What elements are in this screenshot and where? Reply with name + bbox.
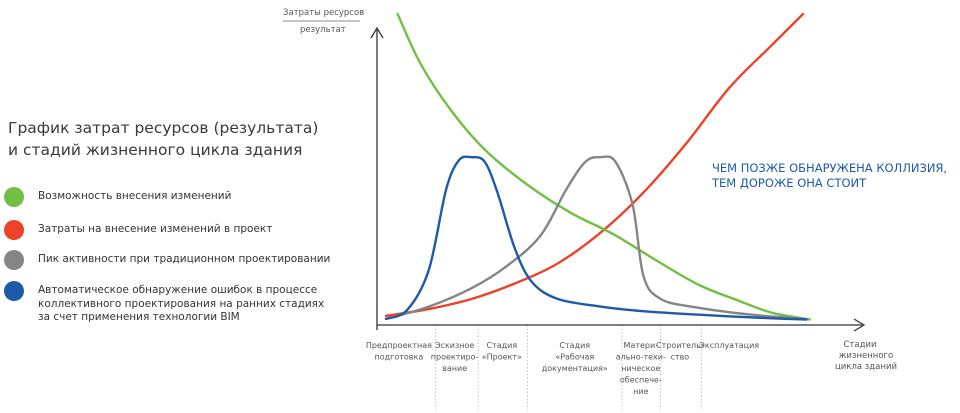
chart-title-line-2: и стадий жизненного цикла здания: [8, 141, 303, 159]
stage-label: Стадия «Проект»: [482, 341, 522, 362]
legend-item-bim-detection: Автоматическое обнаружение ошибок в проц…: [4, 281, 348, 325]
stage-label: Строитель-ство: [656, 341, 704, 362]
stage-boundaries: [434, 325, 702, 410]
legend-label-line-1: Автоматическое обнаружение ошибок в проц…: [38, 284, 318, 296]
series-line-3: [384, 155, 808, 321]
legend-item-change-possibility: Возможность внесения изменений: [4, 187, 348, 207]
stage-label: Эксплуатация: [699, 341, 759, 350]
y-axis-arrow-icon: [370, 26, 384, 39]
annotation-line-2: ТЕМ ДОРОЖЕ ОНА СТОИТ: [711, 176, 867, 190]
x-axis-label-line-1: Стадии: [843, 340, 876, 350]
axes: [283, 20, 866, 332]
series-line-0: [396, 12, 812, 321]
chart-title-line-1: График затрат ресурсов (результата): [8, 119, 319, 137]
legend-label: Затраты на внесение изменений в проект: [38, 223, 273, 235]
x-axis-label-line-2: жизненного: [839, 351, 893, 361]
stage-label: Предпроектная подготовка: [366, 341, 432, 362]
series-line-2: [384, 155, 808, 321]
legend-swatch-green: [4, 187, 24, 207]
legend-label-line-2: коллективного проектирования на ранних с…: [38, 297, 325, 310]
x-axis-arrow-icon: [853, 318, 866, 332]
stage-label: Стадия «Рабочая документация»: [542, 341, 608, 373]
legend-label: Возможность внесения изменений: [38, 190, 232, 202]
stage-label: Эскизное проектиро-вание: [431, 341, 479, 373]
legend-label-line-3: за счет применения технологии BIM: [38, 311, 240, 323]
y-axis-label-line-2: результат: [300, 25, 346, 35]
y-axis-label-line-1: Затраты ресурсов: [283, 8, 364, 18]
annotation-line-1: ЧЕМ ПОЗЖЕ ОБНАРУЖЕНА КОЛЛИЗИЯ,: [712, 161, 947, 175]
legend-label: Пик активности при традиционном проектир…: [38, 253, 331, 265]
series-line-1: [384, 12, 805, 317]
stage-label: Матери-ально-техи-ническое обеспече-ние: [616, 341, 666, 396]
legend-swatch-gray: [4, 250, 24, 270]
chart-title: График затрат ресурсов (результата) и ст…: [8, 117, 338, 161]
legend-item-change-cost: Затраты на внесение изменений в проект: [4, 220, 348, 240]
legend-swatch-blue: [4, 281, 24, 301]
legend-item-traditional-peak: Пик активности при традиционном проектир…: [4, 250, 348, 270]
legend-swatch-red: [4, 220, 24, 240]
x-axis-label-line-3: цикла зданий: [835, 362, 897, 372]
series-layer: [384, 12, 812, 321]
